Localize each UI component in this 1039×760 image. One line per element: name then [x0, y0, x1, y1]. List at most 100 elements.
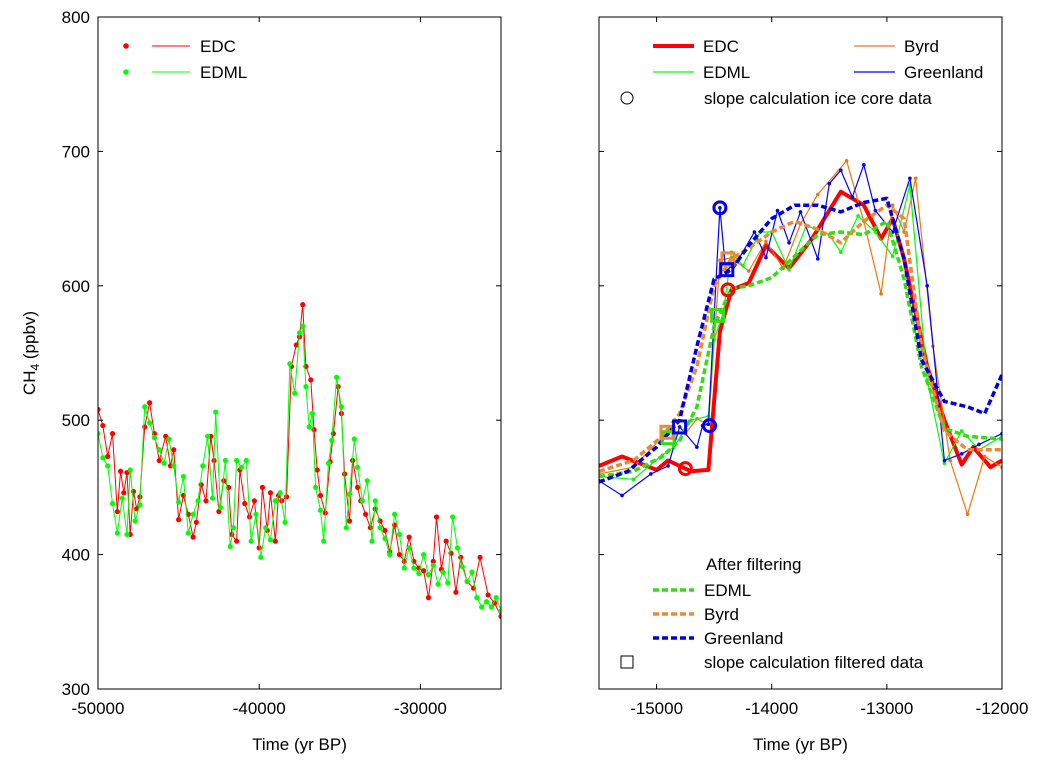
data-point-edml — [464, 578, 470, 585]
data-point-edml — [416, 570, 422, 577]
data-point-edc — [203, 498, 209, 504]
data-point-edc — [98, 406, 101, 413]
data-point-edc — [100, 422, 106, 429]
data-point-edml — [454, 545, 461, 551]
data-point-byrd — [965, 512, 970, 517]
legend-label-edc: EDC — [200, 37, 236, 56]
data-point-edml — [873, 230, 878, 234]
series-line-edml-filtered — [599, 219, 1002, 479]
data-point-edml — [387, 552, 393, 558]
data-point-edml — [493, 595, 499, 601]
data-point-edml — [303, 384, 309, 390]
slope-marker-square — [672, 419, 688, 435]
data-point-edml — [469, 569, 475, 575]
data-point-edml — [200, 463, 206, 469]
data-point-edc — [303, 363, 309, 370]
data-point-edml — [488, 604, 494, 610]
data-point-edml — [445, 580, 451, 586]
y-tick-label: 300 — [62, 680, 90, 699]
data-point-edml — [741, 263, 745, 268]
data-point-edml — [100, 455, 106, 461]
panel-right: -15000 -14000 -13000 -12000 Time (yr BP) EDC B… — [598, 16, 1028, 754]
data-point-edml — [213, 409, 219, 415]
data-point-byrd — [815, 192, 820, 197]
data-point-edc — [317, 492, 324, 499]
x-tick-label: -40000 — [233, 699, 286, 718]
data-point-edml — [364, 478, 370, 484]
legend: EDC Byrd EDML Greenland slope calculation ic… — [620, 37, 983, 672]
x-tick-label: -15000 — [630, 699, 683, 718]
data-point-edc — [448, 550, 454, 556]
data-point-edml — [329, 437, 335, 443]
data-point-greenland — [649, 472, 653, 476]
data-point-edml — [190, 511, 196, 517]
legend-label-filtered-byrd: Byrd — [704, 605, 739, 624]
data-point-edml — [354, 464, 361, 470]
data-point-edml — [317, 507, 324, 513]
data-point-greenland — [620, 493, 624, 498]
data-point-byrd — [746, 269, 751, 273]
data-point-edml — [631, 477, 636, 482]
data-point-greenland — [695, 445, 699, 449]
data-point-edml — [306, 424, 312, 430]
data-point-edml — [343, 525, 349, 531]
data-point-edml — [787, 267, 791, 272]
data-point-edml — [166, 436, 172, 442]
data-point-edml — [440, 569, 446, 575]
x-tick-label: -30000 — [394, 699, 447, 718]
data-point-edml — [253, 511, 259, 517]
data-point-greenland — [942, 458, 947, 463]
data-point-edml — [127, 467, 133, 473]
data-point-edml — [156, 447, 162, 453]
data-point-greenland — [815, 257, 820, 261]
data-point-greenland — [959, 452, 964, 456]
data-point-edml — [401, 565, 407, 571]
data-point-greenland — [787, 240, 791, 245]
data-point-edml — [209, 495, 216, 501]
data-point-edml — [146, 420, 153, 426]
data-point-edc — [342, 471, 348, 477]
data-point-edc — [498, 613, 501, 620]
data-point-greenland — [677, 425, 682, 429]
data-point-edml — [238, 464, 245, 470]
data-point-greenland — [706, 422, 711, 427]
data-point-greenland — [718, 206, 722, 210]
data-point-edc — [293, 342, 299, 348]
data-point-edml — [119, 495, 125, 501]
data-point-edml — [272, 498, 278, 504]
data-point-edc — [171, 447, 177, 453]
data-point-edc — [259, 484, 266, 490]
data-point-edml — [430, 562, 436, 568]
data-point-edml — [98, 431, 101, 437]
slope-marker-circle — [677, 461, 693, 477]
data-point-edml — [498, 608, 501, 614]
data-point-greenland — [827, 181, 832, 186]
data-point-edml — [287, 361, 293, 367]
data-point-edml — [180, 474, 187, 480]
data-point-edc — [367, 525, 374, 531]
data-point-edc — [198, 482, 204, 488]
data-point-edc — [485, 592, 491, 598]
data-point-byrd — [948, 458, 952, 463]
data-point-edml — [176, 499, 182, 505]
data-point-edml — [195, 498, 201, 504]
x-tick-label: -50000 — [72, 699, 125, 718]
plot-area — [98, 302, 501, 620]
data-point-edml — [243, 457, 249, 464]
data-point-edml — [258, 554, 264, 560]
y-tick-label: 400 — [62, 546, 90, 565]
data-point-edml — [333, 374, 340, 380]
x-axis-label: Time (yr BP) — [753, 735, 848, 754]
y-axis-label-subscript: 4 — [28, 364, 42, 371]
data-point-edml — [942, 461, 947, 466]
data-point-edc — [382, 527, 388, 534]
legend-title-after-filtering: After filtering — [706, 555, 801, 574]
data-point-edml — [346, 491, 353, 497]
y-axis-label: CH4 (ppbv) — [20, 311, 42, 395]
data-point-edml — [109, 500, 116, 507]
data-point-edc — [193, 519, 199, 525]
data-point-edml — [479, 604, 485, 610]
data-point-edml — [282, 519, 288, 525]
data-point-edc — [176, 517, 182, 523]
